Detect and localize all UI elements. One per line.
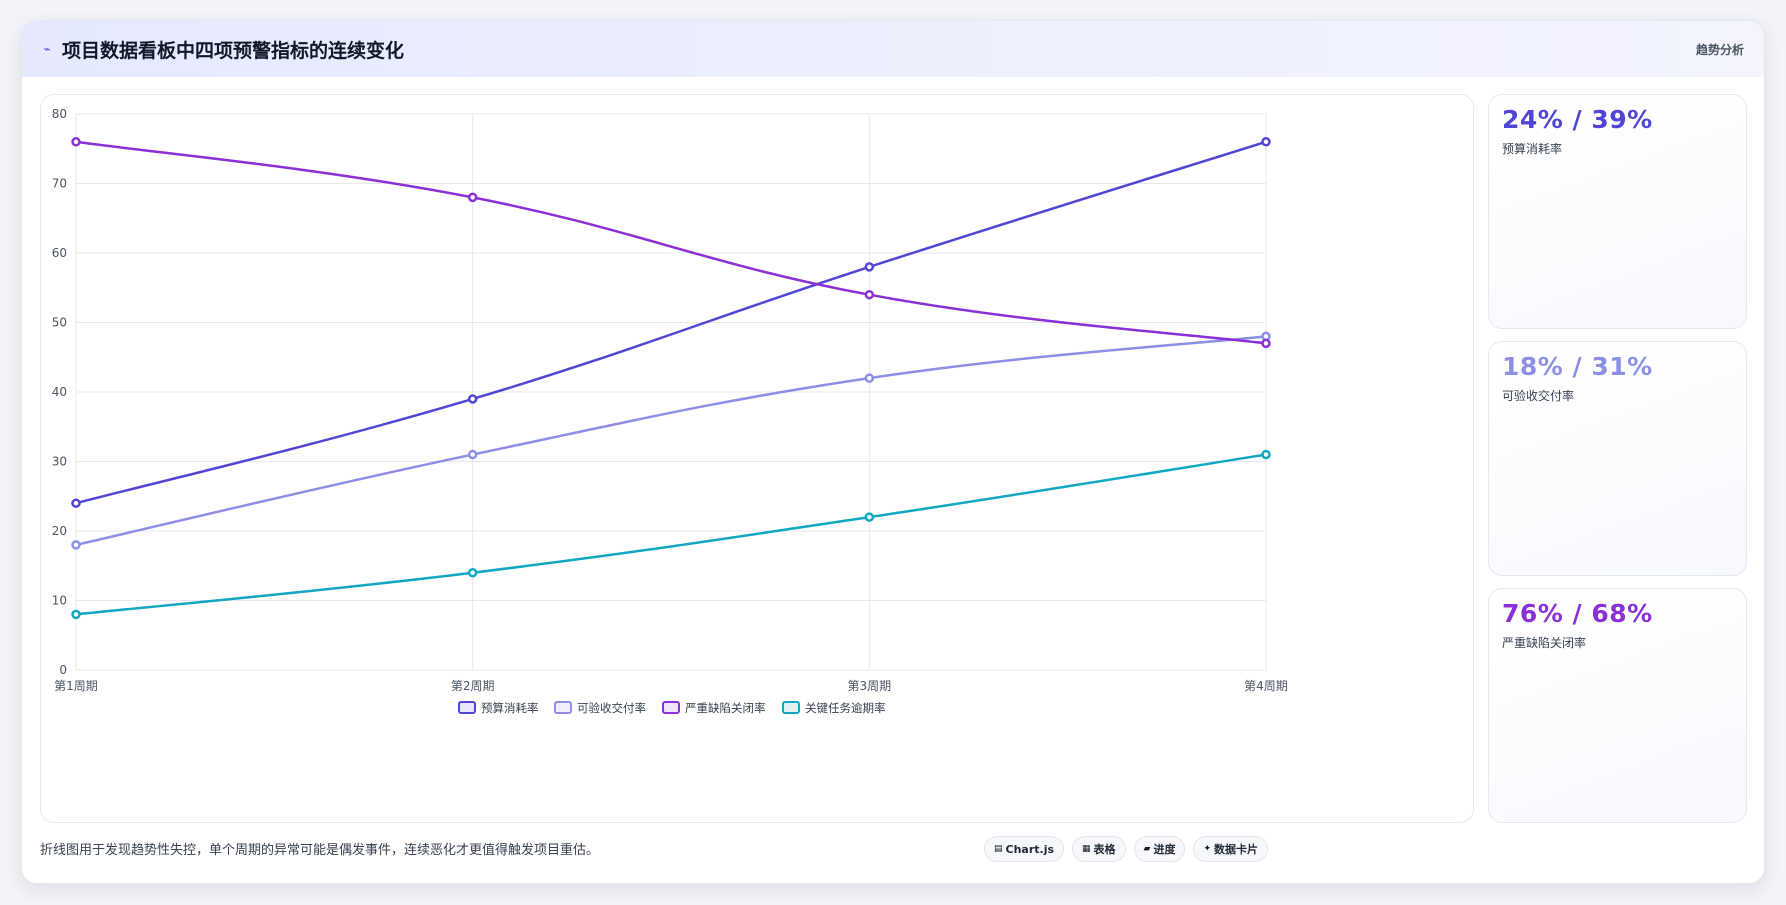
stat-label: 可验收交付率	[1502, 389, 1575, 403]
progress-icon: ▰	[1143, 844, 1151, 854]
data-point[interactable]	[71, 498, 81, 508]
data-point[interactable]	[864, 512, 875, 522]
legend-swatch	[554, 701, 572, 714]
chart-panel: 0 10 20 30 40 50 60 70 80 第1周期 第2周期 第3周期 第4周期 预算消耗率 可…	[40, 94, 1474, 823]
y-tick-label: 40	[52, 385, 67, 399]
legend-label[interactable]: 可验收交付率	[577, 701, 646, 715]
y-tick-label: 20	[52, 524, 67, 538]
tech-chips: ▤ Chart.js ▦ 表格 ▰ 进度 ✦ 数据卡片	[984, 836, 1269, 862]
data-point[interactable]	[467, 449, 478, 460]
data-point[interactable]	[1261, 338, 1271, 349]
trend-analysis-tag: 趋势分析	[1695, 42, 1744, 57]
series-line	[75, 140, 1267, 505]
sparkle-icon: ✦	[1203, 844, 1212, 854]
chip-label: 数据卡片	[1214, 843, 1259, 856]
table-icon: ▦	[1082, 844, 1091, 854]
chip-label: Chart.js	[1005, 842, 1055, 856]
data-point[interactable]	[467, 394, 478, 404]
dashboard-card: ⌁ 项目数据看板中四项预警指标的连续变化 趋势分析 0 10 20 30 40 50 60 7…	[21, 20, 1765, 884]
series-line	[75, 335, 1267, 547]
chart-title: 项目数据看板中四项预警指标的连续变化	[62, 39, 405, 62]
y-tick-label: 10	[52, 594, 67, 608]
y-tick-label: 60	[52, 246, 67, 260]
series-line	[75, 453, 1267, 616]
y-tick-label: 70	[52, 177, 67, 191]
data-point[interactable]	[864, 373, 875, 383]
x-tick-label: 第1周期	[54, 679, 98, 693]
footer-note: 折线图用于发现趋势性失控，单个周期的异常可能是偶发事件，连续恶化才更值得触发项目…	[40, 843, 600, 858]
x-tick-label: 第3周期	[848, 679, 892, 693]
trend-icon: ⌁	[43, 42, 51, 56]
data-point[interactable]	[864, 289, 875, 300]
y-tick-label: 30	[52, 455, 67, 469]
legend-label[interactable]: 严重缺陷关闭率	[685, 701, 766, 715]
legend-swatch	[662, 701, 680, 714]
stat-card-budget: 24% / 39% 预算消耗率	[1488, 94, 1747, 329]
stat-label: 严重缺陷关闭率	[1502, 636, 1587, 650]
legend-label[interactable]: 预算消耗率	[481, 701, 539, 715]
stat-label: 预算消耗率	[1502, 142, 1563, 156]
data-point[interactable]	[467, 192, 478, 203]
data-point[interactable]	[467, 567, 478, 578]
stat-card-defect: 76% / 68% 严重缺陷关闭率	[1488, 588, 1747, 823]
y-tick-label: 80	[52, 107, 67, 121]
stat-value: 18% / 31%	[1502, 352, 1653, 381]
legend-swatch	[458, 701, 476, 714]
data-point[interactable]	[864, 262, 875, 272]
chip-table[interactable]: ▦ 表格	[1072, 836, 1126, 862]
data-point[interactable]	[71, 540, 81, 550]
stat-card-delivery: 18% / 31% 可验收交付率	[1488, 341, 1747, 576]
chip-chartjs[interactable]: ▤ Chart.js	[984, 836, 1065, 862]
data-point[interactable]	[71, 137, 81, 147]
data-point[interactable]	[1261, 449, 1271, 460]
x-tick-label: 第2周期	[451, 679, 495, 693]
chip-label: 表格	[1093, 843, 1116, 856]
chip-data-cards[interactable]: ✦ 数据卡片	[1193, 836, 1269, 862]
chip-label: 进度	[1153, 843, 1176, 856]
series-line	[75, 140, 1267, 345]
card-header: ⌁ 项目数据看板中四项预警指标的连续变化 趋势分析	[22, 21, 1764, 77]
data-point[interactable]	[71, 609, 81, 620]
stat-value: 24% / 39%	[1502, 105, 1653, 134]
x-tick-label: 第4周期	[1244, 679, 1288, 693]
y-tick-label: 0	[59, 663, 67, 677]
stat-value: 76% / 68%	[1502, 599, 1653, 628]
line-chart: 0 10 20 30 40 50 60 70 80 第1周期 第2周期 第3周期 第4周期 预算消耗率 可…	[52, 107, 1288, 715]
data-point[interactable]	[1261, 137, 1271, 147]
y-tick-label: 50	[52, 316, 67, 330]
legend-swatch	[782, 701, 800, 714]
chart-icon: ▤	[994, 844, 1003, 854]
legend-label[interactable]: 关键任务逾期率	[805, 701, 886, 715]
chip-progress[interactable]: ▰ 进度	[1133, 836, 1186, 862]
title-group: ⌁ 项目数据看板中四项预警指标的连续变化	[40, 36, 404, 63]
